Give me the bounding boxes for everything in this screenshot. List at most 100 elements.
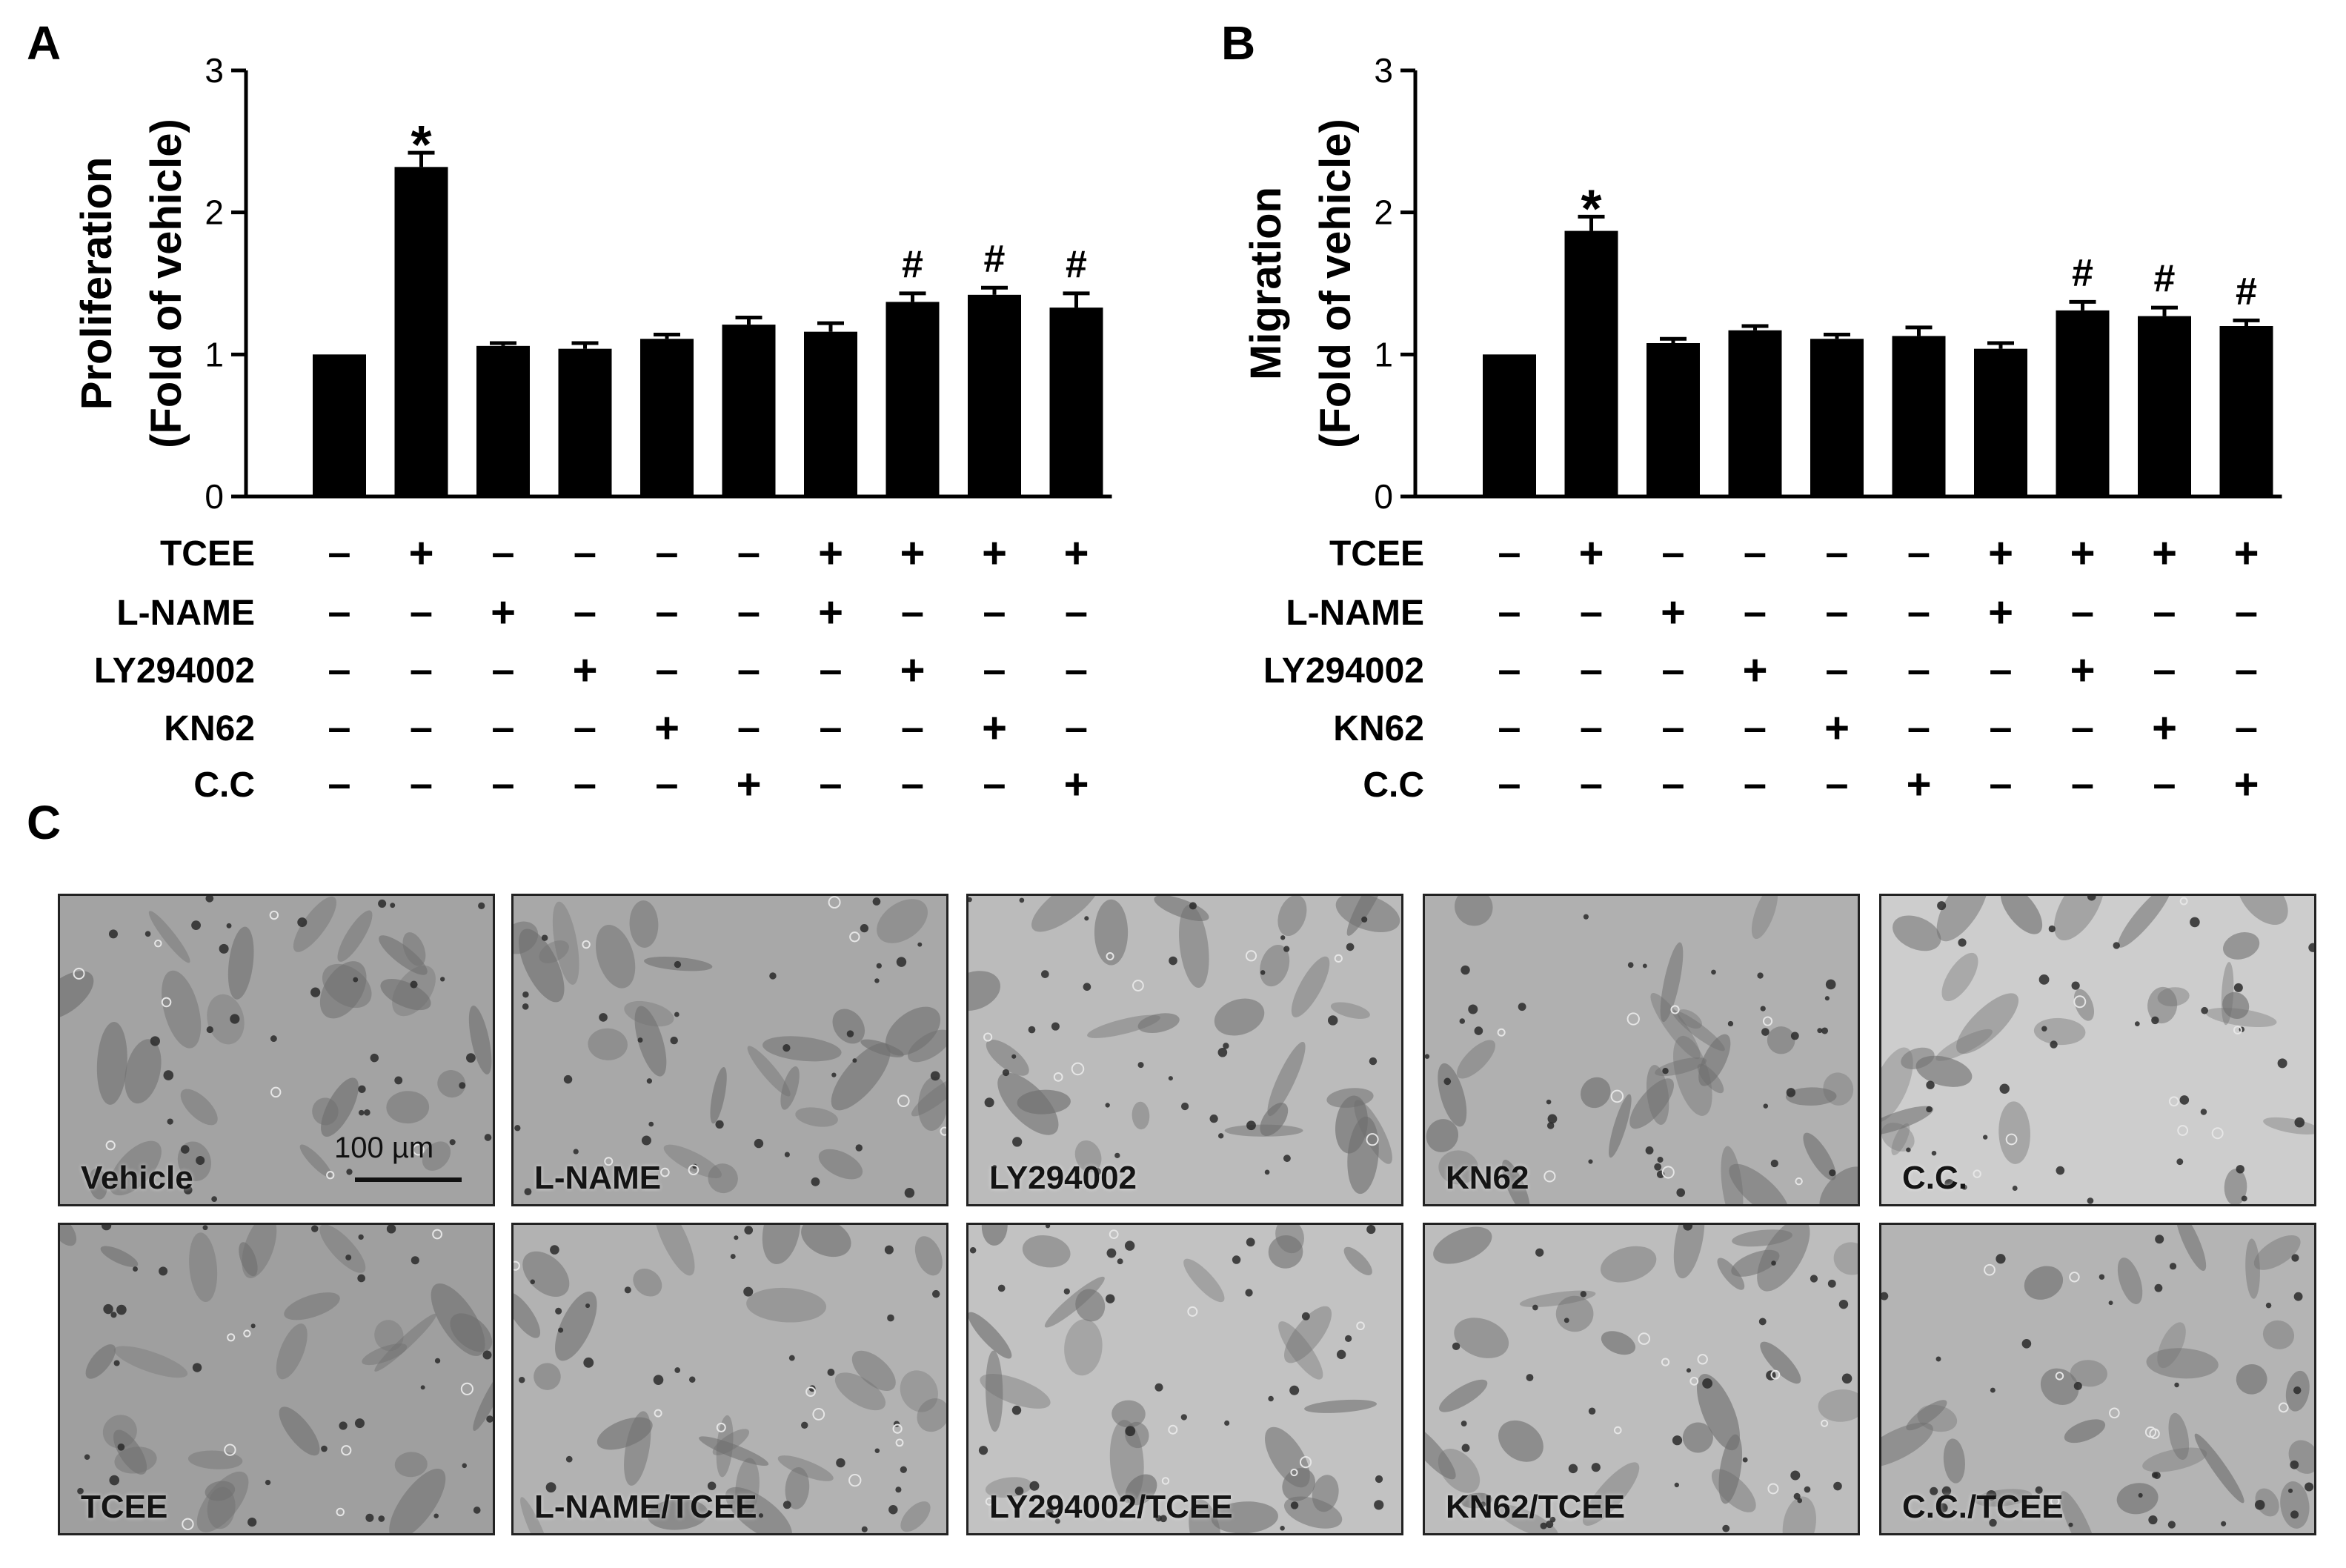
chart-b-condition-mark: + <box>2070 529 2096 577</box>
pore-dot <box>1154 1383 1163 1392</box>
cell-shape <box>207 994 245 1045</box>
pore-dot <box>563 1074 573 1084</box>
chart-a-condition-mark: + <box>900 529 926 577</box>
pore-dot <box>1804 1486 1811 1493</box>
pore-dot <box>1841 1373 1852 1384</box>
chart-b-condition-mark: + <box>2070 646 2096 694</box>
cell-shape <box>1137 1013 1180 1033</box>
pore-ring <box>1613 1426 1622 1435</box>
cell-shape <box>832 1009 865 1044</box>
pore-ring <box>336 1507 345 1517</box>
cell-shape <box>1721 1146 1744 1204</box>
pore-dot <box>1546 1099 1552 1105</box>
cell-shape <box>588 1028 628 1060</box>
pore-dot <box>1833 1481 1842 1491</box>
chart-b-condition-mark: + <box>1988 588 2013 637</box>
pore-dot <box>734 1235 739 1240</box>
pore-dot <box>394 1076 403 1085</box>
chart-a-condition-mark: + <box>654 704 679 752</box>
pore-dot <box>1926 1080 1935 1089</box>
cell-shape <box>2147 986 2178 1024</box>
pore-dot <box>1474 1026 1483 1035</box>
pore-dot <box>1012 1137 1023 1147</box>
chart-b-ylabel: Migration <box>1242 187 1290 380</box>
pore-dot <box>2293 1292 2303 1301</box>
cell-shape <box>437 1070 466 1098</box>
pore-dot <box>874 1448 880 1453</box>
chart-a-treatment-label: KN62 <box>164 709 255 748</box>
pore-dot <box>514 1125 521 1132</box>
pore-ring <box>895 1438 904 1447</box>
chart-a-condition-mark: + <box>818 529 843 577</box>
chart-b-condition-mark: – <box>1580 645 1603 692</box>
micrograph-texture <box>60 1225 493 1533</box>
pore-ring <box>460 1382 473 1395</box>
cell-shape <box>1267 1041 1306 1117</box>
pore-dot <box>522 1003 529 1010</box>
pore-dot <box>997 1284 1006 1292</box>
pore-dot <box>1770 1159 1778 1168</box>
pore-dot <box>311 1225 319 1232</box>
cell-shape <box>914 1236 943 1276</box>
pore-dot <box>1944 1179 1954 1189</box>
chart-b-bar <box>1564 230 1618 496</box>
pore-dot <box>968 897 972 903</box>
chart-a-condition-mark: – <box>901 703 924 750</box>
chart-a-bar <box>968 294 1021 496</box>
chart-b-ylabel-secondary: (Fold of vehicle) <box>1312 119 1360 448</box>
pore-ring <box>654 1409 662 1418</box>
pore-dot <box>641 1135 651 1146</box>
cell-shape <box>1833 1242 1858 1275</box>
cell-shape <box>2194 1433 2244 1504</box>
pore-dot <box>1083 983 1091 991</box>
chart-b-condition-mark: – <box>2235 645 2258 692</box>
panel-b-letter: B <box>1221 16 1256 70</box>
pore-dot <box>1937 901 1947 911</box>
pore-dot <box>565 1455 573 1463</box>
pore-dot <box>1938 1503 1948 1513</box>
chart-b-condition-mark: + <box>1743 646 1768 694</box>
pore-dot <box>1838 1299 1849 1309</box>
cell-shape <box>629 900 659 948</box>
chart-a-condition-mark: – <box>737 645 760 692</box>
chart-a-condition-mark: – <box>901 588 924 634</box>
pore-dot <box>357 1274 365 1283</box>
pore-dot <box>206 1026 213 1034</box>
cell-shape <box>1501 1159 1530 1204</box>
chart-b-condition-mark: – <box>1825 645 1848 692</box>
pore-dot <box>1790 1032 1799 1040</box>
cell-shape <box>1426 1119 1458 1152</box>
pore-dot <box>2233 983 2243 992</box>
pore-dot <box>836 1458 845 1468</box>
pore-dot <box>159 1266 168 1276</box>
chart-b-significance-mark: * <box>1581 179 1601 239</box>
cell-shape <box>113 1429 147 1475</box>
pore-dot <box>1825 979 1836 990</box>
pore-dot <box>1657 1157 1664 1163</box>
micrograph: TCEE <box>58 1223 495 1535</box>
cell-shape <box>1915 1055 1973 1087</box>
cell-shape <box>1283 1496 1343 1529</box>
pore-dot <box>674 1011 679 1017</box>
cell-shape <box>109 1140 162 1196</box>
chart-a-treatment-label: TCEE <box>160 534 255 574</box>
chart-b-condition-mark: – <box>1498 760 1521 806</box>
pore-dot <box>2155 1235 2164 1244</box>
micrograph: Vehicle 100 µm <box>58 894 495 1206</box>
chart-a-condition-mark: – <box>655 588 678 634</box>
chart-a-condition-mark: – <box>655 528 678 575</box>
cell-shape <box>2237 896 2288 925</box>
micrograph: LY294002 <box>966 894 1403 1206</box>
cell-shape <box>60 971 94 1020</box>
cell-shape <box>1183 1258 1225 1303</box>
pore-dot <box>637 1037 643 1043</box>
pore-dot <box>743 1286 754 1297</box>
cell-shape <box>1214 998 1265 1036</box>
pore-dot <box>1366 1225 1376 1235</box>
pore-dot <box>887 1314 894 1322</box>
chart-a-condition-mark: – <box>737 528 760 575</box>
pore-dot <box>1045 1225 1051 1229</box>
cell-shape <box>1767 1026 1795 1054</box>
pore-dot <box>1817 1028 1823 1034</box>
pore-dot <box>2236 1165 2244 1174</box>
